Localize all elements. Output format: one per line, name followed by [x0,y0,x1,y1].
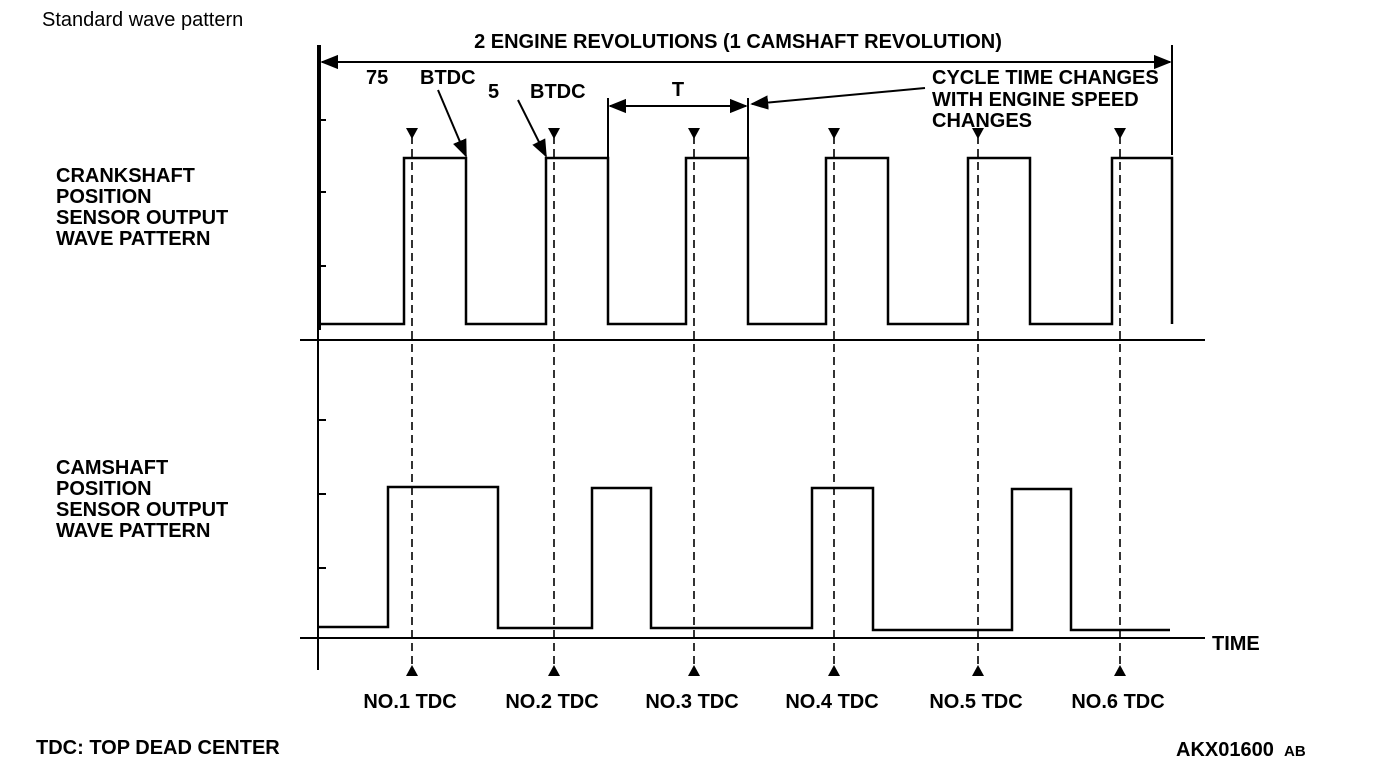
leader [437,89,467,158]
note-line: CYCLE TIME CHANGES [932,67,1159,89]
cam-label: SENSOR OUTPUT [56,499,228,521]
tdc-label: NO.2 TDC [505,691,598,713]
figure-suffix: AB [1284,743,1306,760]
tdc-label: NO.5 TDC [929,691,1022,713]
btdc-label: BTDC [420,67,476,89]
crank-label: CRANKSHAFT [56,165,195,187]
leader [517,99,547,158]
tdc-triangle [972,665,984,676]
tdc-triangle [828,128,840,139]
tdc-label: NO.6 TDC [1071,691,1164,713]
tdc-triangle [1114,128,1126,139]
tdc-triangle [828,665,840,676]
figure-code: AKX01600 [1176,739,1274,761]
span-label: 2 ENGINE REVOLUTIONS (1 CAMSHAFT REVOLUT… [474,31,1002,53]
footer-legend: TDC: TOP DEAD CENTER [36,737,280,759]
cam-label: WAVE PATTERN [56,520,210,542]
note-line: CHANGES [932,110,1032,132]
tdc-triangle [1114,665,1126,676]
crank-label: SENSOR OUTPUT [56,207,228,229]
tdc-triangle [688,665,700,676]
tdc-triangle [688,128,700,139]
leader [750,87,926,110]
period-label: T [672,79,684,101]
btdc-label: BTDC [530,81,586,103]
cam-label: POSITION [56,478,152,500]
tdc-label: NO.3 TDC [645,691,738,713]
crank-label: POSITION [56,186,152,208]
tdc-triangle [548,665,560,676]
crank-wave [320,156,1174,326]
tdc-markers [406,128,1126,676]
tdc-label: NO.1 TDC [363,691,456,713]
tdc-triangle [406,665,418,676]
cam-wave [318,485,1170,632]
angle-label: 5 [488,81,499,103]
tdc-triangle [548,128,560,139]
note-line: WITH ENGINE SPEED [932,89,1139,111]
title: Standard wave pattern [42,9,243,31]
tdc-label: NO.4 TDC [785,691,878,713]
axis-ticks [318,119,326,569]
cam-label: CAMSHAFT [56,457,168,479]
tdc-triangle [972,128,984,139]
time-label: TIME [1212,633,1260,655]
tdc-triangle [406,128,418,139]
angle-label: 75 [366,67,388,89]
crank-label: WAVE PATTERN [56,228,210,250]
